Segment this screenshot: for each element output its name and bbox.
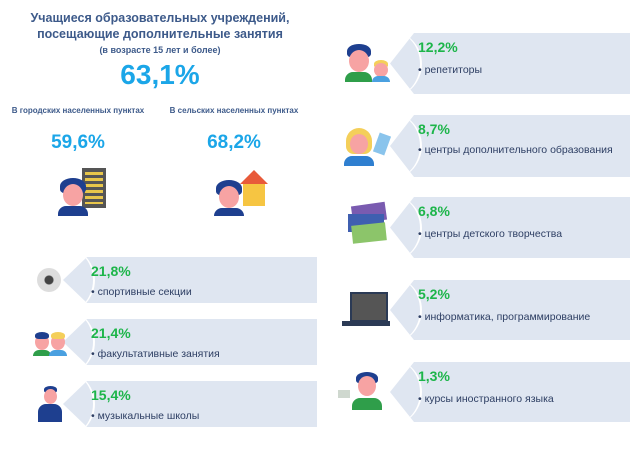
- item-informatics: 5,2% информатика, программирование: [390, 280, 630, 340]
- item-label: центры детского творчества: [418, 227, 624, 241]
- singer-icon: [38, 386, 62, 422]
- rural-label: В сельских населенных пунктах: [169, 106, 299, 115]
- tutor-icon: [345, 42, 391, 82]
- item-tutors: 12,2% репетиторы: [390, 33, 630, 94]
- item-value: 5,2%: [418, 286, 450, 302]
- item-label: курсы иностранного языка: [418, 392, 624, 406]
- item-label: центры дополнительного образования: [418, 143, 624, 157]
- item-children-creativity: 6,8% центры детского творчества: [390, 197, 630, 258]
- tickets-icon: [346, 201, 390, 244]
- item-electives: 21,4% факультативные занятия: [63, 319, 317, 365]
- page-subtitle: (в возрасте 15 лет и более): [99, 45, 221, 55]
- urban-person-icon: [58, 168, 108, 216]
- item-value: 15,4%: [91, 387, 131, 403]
- rural-person-icon: [214, 170, 270, 216]
- page-title: Учащиеся образовательных учреждений, пос…: [30, 11, 290, 41]
- item-sports: 21,8% спортивные секции: [63, 257, 317, 303]
- total-value: 63,1%: [120, 59, 200, 90]
- item-value: 21,8%: [91, 263, 131, 279]
- item-label: репетиторы: [418, 63, 624, 77]
- urban-value: 59,6%: [51, 132, 105, 153]
- item-extra-education: 8,7% центры дополнительного образования: [390, 115, 630, 177]
- laptop-icon: [342, 292, 390, 328]
- item-music: 15,4% музыкальные школы: [63, 381, 317, 427]
- student-books-icon: [344, 126, 392, 166]
- rural-value: 68,2%: [207, 132, 261, 153]
- soccer-ball-icon: [37, 268, 61, 292]
- item-value: 1,3%: [418, 368, 450, 384]
- item-value: 21,4%: [91, 325, 131, 341]
- item-language-courses: 1,3% курсы иностранного языка: [390, 362, 630, 422]
- item-value: 6,8%: [418, 203, 450, 219]
- item-value: 8,7%: [418, 121, 450, 137]
- language-student-icon: [338, 370, 386, 410]
- urban-label: В городских населенных пунктах: [11, 106, 145, 115]
- students-icon: [27, 328, 71, 356]
- item-label: спортивные секции: [91, 285, 311, 299]
- item-value: 12,2%: [418, 39, 458, 55]
- item-label: факультативные занятия: [91, 347, 311, 361]
- item-label: музыкальные школы: [91, 409, 311, 423]
- item-label: информатика, программирование: [418, 310, 624, 324]
